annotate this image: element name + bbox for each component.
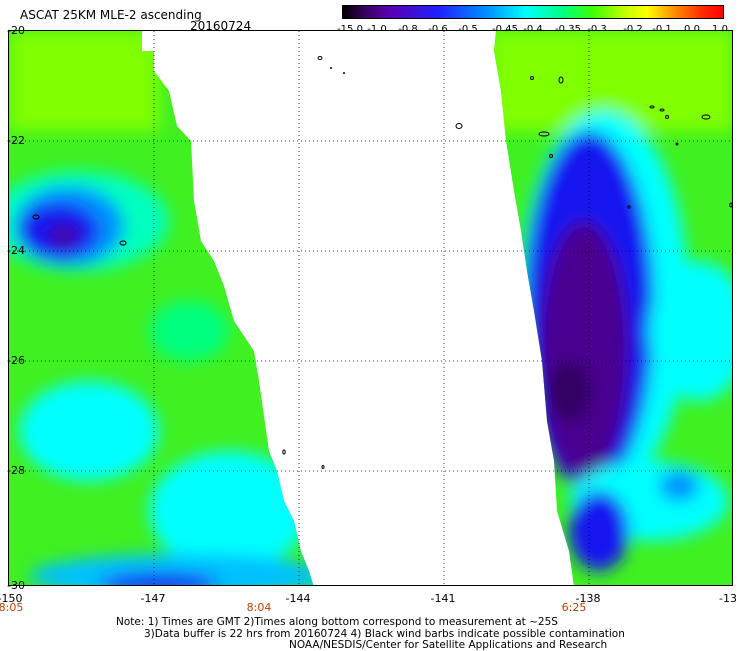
lat-label: -24 — [7, 244, 25, 257]
lat-label: -30 — [7, 579, 25, 592]
island-outlines — [32, 56, 732, 469]
colorbar-label: -1.0 — [367, 24, 387, 35]
credit-line: NOAA/NESDIS/Center for Satellite Applica… — [289, 639, 608, 651]
right-swath — [494, 31, 732, 585]
time-label: 8:04 — [246, 601, 272, 614]
colorbar-label: -0.35 — [555, 24, 581, 35]
lat-label: -20 — [7, 24, 25, 37]
colorbar-label: -0.5 — [458, 24, 478, 35]
lon-label: -138 — [575, 592, 601, 605]
colorbar-label: -0.4 — [523, 24, 543, 35]
product-title: ASCAT 25KM MLE-2 ascending — [20, 8, 202, 22]
lat-label: -28 — [7, 464, 25, 477]
note-line: Note: 1) Times are GMT 2)Times along bot… — [116, 616, 558, 628]
colorbar-label: -0.3 — [587, 24, 607, 35]
product-date: 20160724 — [190, 19, 252, 33]
colorbar-label: 0.0 — [684, 24, 700, 35]
colorbar-label: 1.0 — [712, 24, 728, 35]
time-label: 6:25 — [561, 601, 587, 614]
note-line: 3)Data buffer is 22 hrs from 20160724 4)… — [144, 628, 625, 640]
lat-label: -22 — [7, 134, 25, 147]
lon-label: -147 — [140, 592, 166, 605]
lat-label: -26 — [7, 354, 25, 367]
left-swath — [9, 31, 314, 585]
lon-label: -144 — [285, 592, 311, 605]
wind-map — [8, 30, 733, 586]
island-specks — [330, 67, 679, 146]
colorbar-label: -0.2 — [623, 24, 643, 35]
lon-label: -150 — [0, 592, 23, 605]
graticule — [9, 31, 732, 585]
colorbar-label: -15.0 — [337, 24, 363, 35]
lon-label: -141 — [430, 592, 456, 605]
colorbar — [342, 5, 724, 19]
time-label: 8:05 — [0, 601, 24, 614]
colorbar-label: -0.8 — [398, 24, 418, 35]
colorbar-label: -0.6 — [428, 24, 448, 35]
colorbar-labels: -15.0 -1.0 -0.8 -0.6 -0.5 -0.45 -0.4 -0.… — [337, 24, 732, 38]
lon-label: -13 — [719, 592, 737, 605]
colorbar-label: -0.45 — [492, 24, 518, 35]
colorbar-label: -0.1 — [652, 24, 672, 35]
